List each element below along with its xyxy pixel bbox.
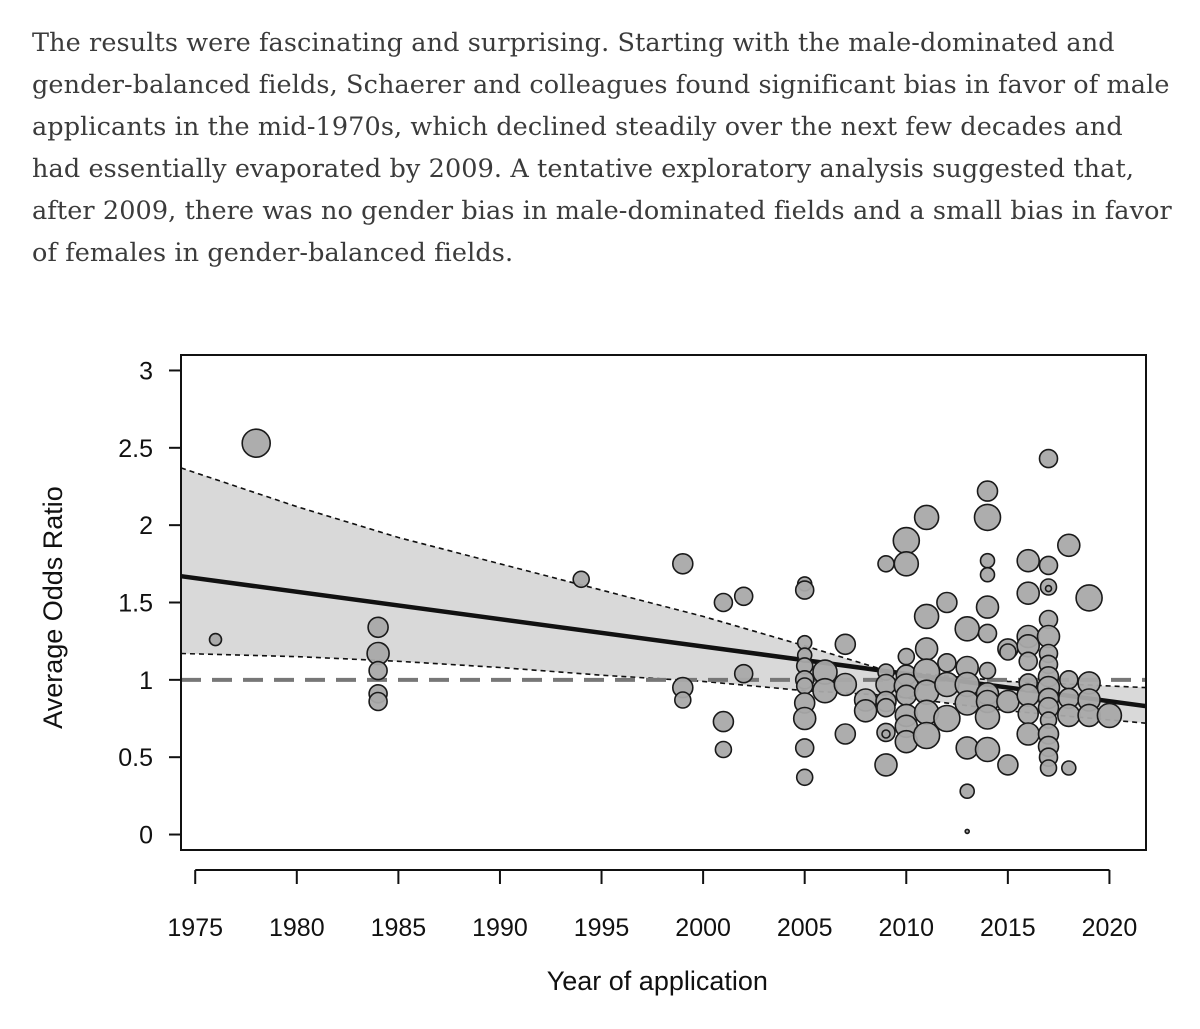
data-point — [1016, 581, 1040, 606]
data-point — [974, 704, 1001, 730]
data-point — [794, 738, 815, 758]
data-point — [976, 480, 999, 502]
y-tick-label: 1.5 — [118, 590, 153, 618]
data-point — [964, 828, 971, 835]
data-point — [795, 768, 814, 787]
data-point — [1017, 703, 1039, 725]
data-point — [1096, 702, 1123, 729]
data-point — [1016, 548, 1040, 573]
data-point — [897, 647, 916, 666]
y-tick-label: 3 — [139, 357, 153, 385]
data-point — [833, 672, 858, 697]
x-tick-label: 1995 — [574, 914, 630, 942]
data-point — [713, 592, 734, 613]
data-point — [712, 710, 735, 733]
data-point — [893, 551, 920, 577]
data-point — [1061, 760, 1077, 776]
data-point — [241, 428, 272, 458]
data-point — [1039, 759, 1058, 777]
data-point — [1059, 669, 1079, 690]
x-tick-label: 2020 — [1082, 914, 1138, 942]
data-point — [974, 736, 1001, 763]
data-point — [1057, 703, 1081, 728]
data-point — [733, 586, 754, 607]
data-point — [367, 616, 389, 639]
data-point — [572, 570, 591, 589]
data-point — [937, 652, 957, 673]
confidence-band-area — [181, 467, 1146, 724]
y-tick-label: 2 — [139, 512, 153, 540]
data-point — [1044, 584, 1053, 593]
data-point — [996, 689, 1020, 714]
data-point — [368, 660, 388, 681]
data-point — [881, 729, 891, 739]
data-point — [975, 595, 1000, 619]
data-point — [877, 555, 895, 573]
x-tick-label: 2015 — [980, 914, 1036, 942]
x-tick-label: 1990 — [472, 914, 528, 942]
y-tick-label: 1 — [139, 667, 153, 695]
x-tick-label: 1985 — [371, 914, 427, 942]
data-point — [913, 504, 940, 531]
data-point — [792, 706, 817, 731]
y-axis: 0 0.5 1 1.5 2 2.5 3 — [118, 357, 181, 850]
x-tick-label: 2000 — [675, 914, 731, 942]
y-tick-label: 0 — [139, 822, 153, 850]
data-point — [208, 632, 223, 647]
data-point — [794, 580, 815, 600]
data-point — [795, 677, 814, 695]
data-point — [1038, 555, 1059, 576]
data-point — [1057, 533, 1081, 558]
data-point — [979, 566, 996, 583]
data-point — [954, 690, 981, 716]
data-point — [733, 663, 754, 684]
data-point — [977, 623, 998, 644]
data-point — [1018, 651, 1038, 672]
data-point — [973, 503, 1002, 532]
data-point — [834, 633, 857, 656]
data-point — [874, 753, 898, 777]
data-point — [368, 691, 388, 712]
x-axis: 1975 1980 1985 1990 1995 2000 2005 2010 2015 2020 — [167, 869, 1138, 942]
confidence-band — [181, 467, 1146, 724]
data-point — [997, 754, 1019, 776]
x-tick-label: 1975 — [167, 914, 223, 942]
article-paragraph: The results were fascinating and surpris… — [32, 28, 1172, 268]
data-point — [1075, 584, 1103, 612]
data-point — [954, 615, 981, 642]
data-point — [912, 721, 941, 750]
data-point — [936, 591, 958, 614]
x-tick-label: 1980 — [269, 914, 325, 942]
data-point — [895, 684, 918, 707]
data-point — [979, 552, 996, 569]
data-point — [914, 637, 939, 661]
data-point — [892, 526, 921, 555]
data-point — [812, 677, 838, 704]
data-point — [978, 661, 997, 680]
x-axis-title: Year of application — [547, 966, 768, 996]
data-point — [673, 691, 692, 709]
odds-ratio-chart: 0 0.5 1 1.5 2 2.5 3 1975 1980 1985 1990 1995 2000 20… — [38, 354, 1147, 996]
y-tick-label: 2.5 — [118, 435, 153, 463]
x-tick-label: 2010 — [878, 914, 934, 942]
data-point — [1038, 448, 1059, 469]
data-point — [1016, 683, 1040, 708]
x-tick-label: 2005 — [777, 914, 833, 942]
data-point — [933, 704, 961, 733]
data-point — [714, 740, 733, 759]
data-point — [671, 553, 694, 575]
data-point — [853, 698, 878, 723]
data-point — [999, 643, 1017, 661]
data-point — [876, 697, 896, 718]
y-axis-title: Average Odds Ratio — [38, 486, 68, 729]
data-point — [834, 723, 857, 745]
data-point — [913, 603, 940, 630]
y-tick-label: 0.5 — [118, 744, 153, 772]
data-point — [1016, 722, 1040, 746]
data-points — [208, 428, 1123, 835]
data-point — [959, 783, 976, 800]
